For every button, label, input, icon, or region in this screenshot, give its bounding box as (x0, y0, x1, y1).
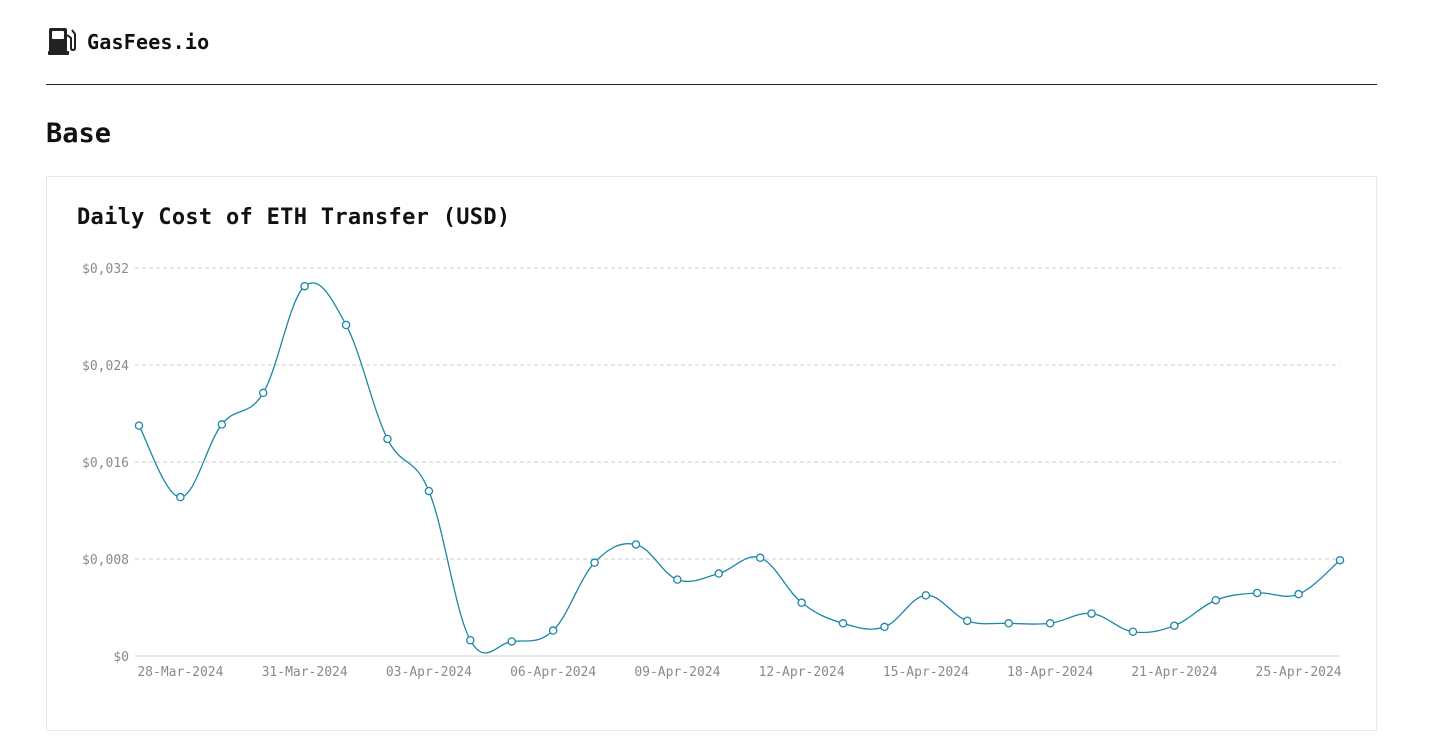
y-tick-label: $0,008 (82, 553, 129, 568)
line-chart: $0 $0,008 $0,016 $0,024 $0,032 28-Mar-2024 31-… (82, 262, 1345, 680)
data-point[interactable] (507, 637, 516, 646)
y-tick-label: $0,024 (82, 359, 129, 374)
data-point[interactable] (1087, 609, 1096, 618)
chart-title: Daily Cost of ETH Transfer (USD) (77, 205, 511, 230)
data-point[interactable] (838, 619, 848, 628)
data-point[interactable] (548, 626, 558, 635)
data-point[interactable] (1045, 619, 1055, 628)
data-point[interactable] (383, 434, 392, 444)
data-point[interactable] (755, 553, 765, 563)
data-point[interactable] (341, 320, 351, 330)
data-point[interactable] (258, 388, 268, 398)
y-tick-label: $0,016 (82, 456, 129, 471)
x-tick-label: 31-Mar-2024 (262, 665, 348, 680)
data-point[interactable] (176, 492, 185, 502)
y-tick-label: $0 (113, 650, 129, 665)
site-header: GasFees.io (46, 22, 1377, 85)
x-tick-label: 15-Apr-2024 (883, 665, 969, 680)
data-point[interactable] (300, 281, 309, 291)
x-tick-label: 21-Apr-2024 (1131, 665, 1217, 680)
data-point[interactable] (1211, 595, 1221, 605)
data-point[interactable] (217, 420, 227, 429)
fuel-pump-icon[interactable] (48, 25, 76, 57)
x-tick-label: 03-Apr-2024 (386, 665, 472, 680)
chart-card: Daily Cost of ETH Transfer (USD) $0 $0,00… (46, 176, 1377, 731)
data-point[interactable] (1004, 619, 1013, 628)
data-point[interactable] (631, 540, 641, 549)
data-point[interactable] (1335, 555, 1345, 565)
data-point[interactable] (1294, 589, 1303, 599)
x-tick-label: 25-Apr-2024 (1256, 665, 1342, 680)
x-tick-label: 28-Mar-2024 (137, 665, 223, 680)
data-point[interactable] (921, 591, 931, 600)
series-line (138, 282, 1341, 654)
data-point[interactable] (424, 486, 434, 496)
data-point[interactable] (1128, 627, 1138, 636)
y-tick-label: $0,032 (82, 262, 129, 277)
brand-name[interactable]: GasFees.io (87, 30, 210, 54)
data-point[interactable] (1252, 588, 1262, 598)
data-point[interactable] (714, 569, 724, 578)
x-tick-label: 09-Apr-2024 (634, 665, 720, 680)
data-point[interactable] (466, 635, 475, 645)
data-point[interactable] (134, 421, 144, 430)
x-tick-label: 18-Apr-2024 (1007, 665, 1093, 680)
data-point[interactable] (673, 575, 682, 584)
data-point[interactable] (797, 598, 806, 607)
data-point[interactable] (590, 558, 599, 567)
x-tick-label: 12-Apr-2024 (759, 665, 845, 680)
data-point[interactable] (880, 622, 889, 632)
data-point[interactable] (963, 616, 972, 626)
data-point[interactable] (1170, 621, 1179, 630)
network-title: Base (46, 118, 112, 149)
x-tick-label: 06-Apr-2024 (510, 665, 596, 680)
